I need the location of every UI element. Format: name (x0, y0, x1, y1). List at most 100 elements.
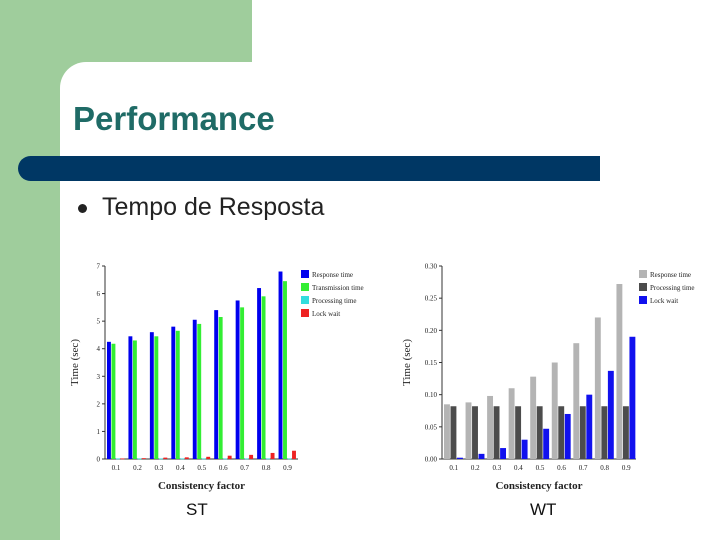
wt-y-tick-label-4: 0.20 (425, 327, 438, 335)
bullet-text: Tempo de Resposta (102, 193, 325, 221)
wt-bar-0-2 (487, 395, 494, 459)
wt-bar-1-1 (472, 406, 478, 459)
st-bar-3-8 (292, 450, 296, 459)
st-bar-1-5 (218, 317, 223, 459)
wt-bar-2-1 (478, 453, 485, 459)
st-x-tick-label-7: 0.8 (262, 464, 271, 472)
wt-bar-2-6 (586, 394, 593, 459)
wt-ylabel: Time (sec) (401, 339, 413, 386)
st-y-tick-label-0: 0 (97, 456, 101, 464)
st-y-tick-label-1: 1 (97, 428, 101, 436)
st-bar-2-5 (223, 458, 228, 460)
wt-x-tick-label-6: 0.7 (579, 464, 588, 472)
st-x-tick-label-3: 0.4 (176, 464, 185, 472)
st-bar-2-4 (201, 458, 206, 460)
st-legend-swatch-0 (301, 270, 309, 278)
st-x-tick-label-0: 0.1 (112, 464, 121, 472)
wt-x-tick-label-4: 0.5 (536, 464, 545, 472)
st-bar-1-2 (154, 336, 159, 459)
st-bar-1-6 (240, 307, 245, 459)
wt-x-tick-label-0: 0.1 (449, 464, 458, 472)
st-bar-3-6 (249, 454, 254, 459)
st-x-tick-label-2: 0.3 (155, 464, 164, 472)
wt-y-tick-label-1: 0.05 (425, 423, 438, 431)
wt-bar-2-2 (500, 448, 507, 459)
st-y-tick-label-3: 3 (97, 373, 101, 381)
wt-y-tick-label-2: 0.10 (425, 391, 438, 399)
wt-bar-1-5 (558, 406, 565, 459)
st-bar-2-0 (116, 458, 120, 460)
wt-x-tick-label-3: 0.4 (514, 464, 523, 472)
wt-x-tick-label-2: 0.3 (492, 464, 501, 472)
wt-bar-2-5 (564, 413, 571, 459)
wt-x-tick-label-1: 0.2 (471, 464, 480, 472)
st-legend-label-2: Processing time (312, 297, 357, 305)
st-bar-0-7 (257, 288, 262, 459)
st-bar-0-8 (278, 271, 283, 459)
st-legend-label-3: Lock wait (312, 310, 340, 318)
st-legend-swatch-2 (301, 296, 309, 304)
st-bar-2-6 (244, 458, 249, 460)
st-x-tick-label-8: 0.9 (283, 464, 292, 472)
st-x-tick-label-4: 0.5 (197, 464, 206, 472)
wt-legend-swatch-0 (639, 270, 647, 278)
st-legend-label-0: Response time (312, 271, 353, 279)
wt-bar-2-7 (607, 370, 614, 459)
st-y-tick-label-7: 7 (97, 263, 101, 271)
chart-wt: 0.00 0.05 0.10 0.15 0.20 0.25 0.30 0.1 0.2 0.3 0.4… (401, 263, 695, 493)
st-legend-label-1: Transmission time (312, 284, 364, 292)
wt-x-tick-label-5: 0.6 (557, 464, 566, 472)
wt-y-tick-label-0: 0.00 (425, 456, 438, 464)
st-y-tick-label-2: 2 (97, 400, 101, 408)
wt-y-tick-label-6: 0.30 (425, 263, 438, 271)
wt-bar-0-8 (616, 284, 623, 459)
st-bar-0-2 (149, 332, 154, 459)
wt-y-tick-label-5: 0.25 (425, 295, 438, 303)
st-bar-0-0 (107, 341, 111, 459)
wt-legend-label-1: Processing time (650, 284, 695, 292)
st-y-tick-label-4: 4 (97, 345, 101, 353)
st-bar-3-5 (227, 455, 232, 459)
wt-legend-swatch-1 (639, 283, 647, 291)
st-bar-0-3 (171, 326, 176, 459)
content-panel (60, 62, 720, 540)
st-x-tick-label-1: 0.2 (133, 464, 142, 472)
wt-bar-1-6 (579, 406, 586, 459)
wt-y-tick-label-3: 0.15 (425, 359, 438, 367)
wt-bar-1-8 (622, 406, 629, 459)
st-y-tick-label-6: 6 (97, 290, 101, 298)
caption-st: ST (186, 500, 208, 519)
st-xlabel: Consistency factor (158, 480, 245, 492)
st-bar-3-4 (206, 456, 211, 459)
background-green-strip (0, 0, 60, 540)
st-bar-1-8 (283, 281, 287, 459)
wt-bar-0-0 (444, 404, 450, 459)
st-bar-2-8 (287, 458, 292, 460)
st-legend-swatch-1 (301, 283, 309, 291)
wt-bar-2-3 (521, 439, 528, 459)
wt-bar-1-3 (515, 406, 522, 459)
wt-legend-swatch-2 (639, 296, 647, 304)
wt-x-tick-label-7: 0.8 (600, 464, 609, 472)
wt-bar-0-5 (551, 362, 558, 459)
st-bar-3-7 (270, 452, 275, 459)
wt-legend-label-0: Response time (650, 271, 691, 279)
st-bar-1-0 (111, 343, 116, 459)
slide-title: Performance (73, 100, 275, 137)
wt-bar-2-0 (457, 457, 463, 459)
wt-bar-0-1 (465, 402, 472, 459)
wt-x-tick-label-8: 0.9 (622, 464, 631, 472)
wt-bar-1-7 (601, 406, 608, 459)
st-bar-0-4 (192, 319, 197, 459)
wt-bar-1-2 (493, 406, 500, 459)
wt-legend-label-2: Lock wait (650, 297, 678, 305)
wt-bar-1-4 (536, 406, 543, 459)
st-bar-3-3 (184, 457, 189, 459)
st-bar-2-3 (180, 458, 185, 460)
st-bar-2-1 (137, 458, 142, 460)
st-bar-0-5 (214, 310, 219, 459)
st-legend-swatch-3 (301, 309, 309, 317)
st-bar-3-2 (163, 457, 168, 459)
st-bar-1-4 (197, 323, 202, 459)
wt-bar-0-4 (530, 376, 537, 459)
